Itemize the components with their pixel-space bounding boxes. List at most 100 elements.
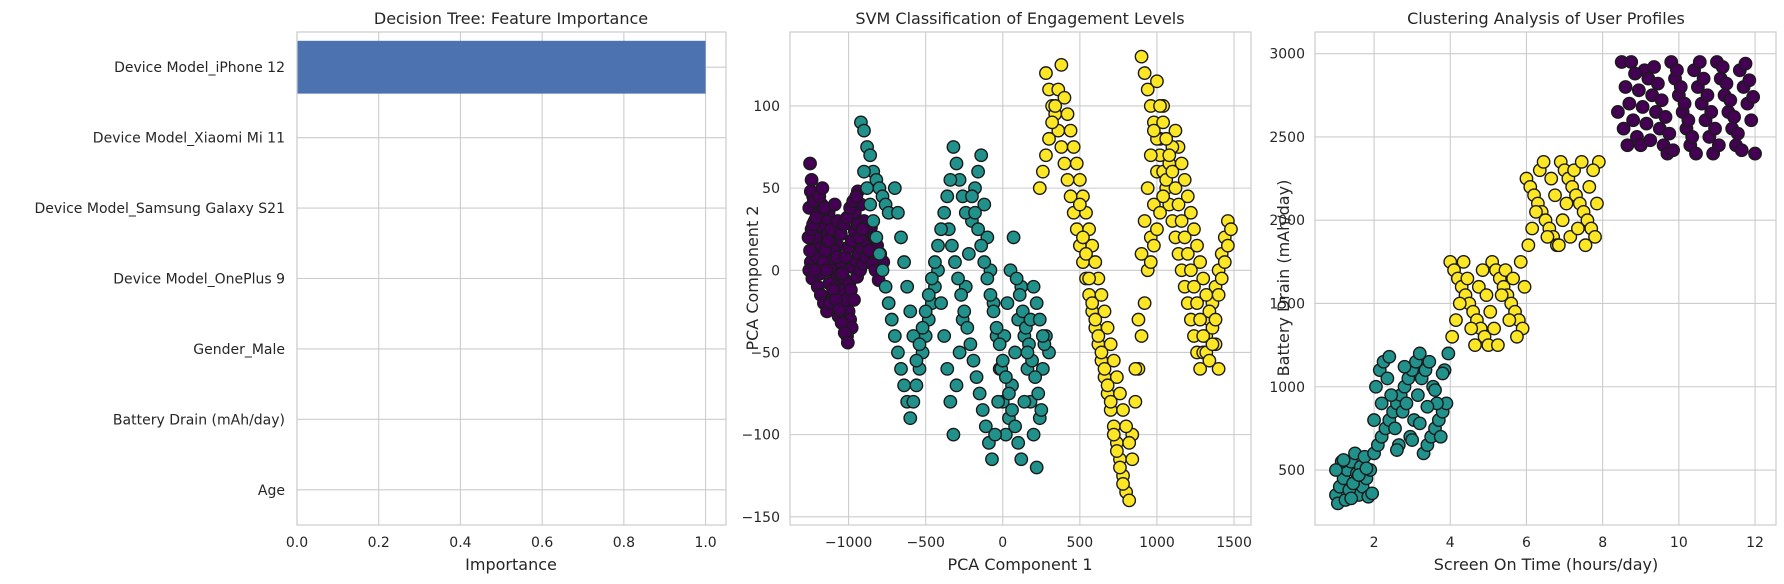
scatter-point bbox=[1329, 463, 1343, 477]
scatter-point bbox=[1174, 214, 1189, 228]
x-tick-labels: −1000 −500 0 500 1000 1500 bbox=[825, 535, 1252, 551]
scatter-point bbox=[1113, 460, 1127, 475]
scatter-point bbox=[1097, 304, 1112, 319]
scatter-point bbox=[1109, 370, 1124, 384]
scatter-point bbox=[1746, 90, 1761, 104]
scatter-point bbox=[1109, 444, 1124, 458]
scatter-point bbox=[1128, 361, 1143, 376]
scatter-point bbox=[1113, 386, 1127, 401]
scatter-point bbox=[900, 279, 915, 294]
scatter-point bbox=[847, 292, 861, 307]
bars bbox=[297, 40, 706, 94]
scatter-point bbox=[1106, 427, 1121, 442]
scatter-point bbox=[975, 403, 990, 417]
scatter-point bbox=[1588, 229, 1602, 244]
scatter-point bbox=[1704, 105, 1719, 119]
scatter-point bbox=[1433, 429, 1448, 444]
scatter-point bbox=[1412, 416, 1427, 431]
scatter-point bbox=[1544, 171, 1559, 186]
scatter-point bbox=[1220, 238, 1235, 253]
scatter-point bbox=[1094, 345, 1109, 360]
scatter-point bbox=[991, 394, 1006, 409]
scatter-point bbox=[1140, 181, 1155, 196]
scatter-point bbox=[1119, 419, 1134, 434]
scatter-point bbox=[1134, 49, 1149, 64]
scatter-point bbox=[1390, 443, 1404, 457]
x-tick-label: 0.6 bbox=[531, 535, 553, 551]
scatter-point bbox=[1731, 126, 1745, 141]
scatter-point bbox=[1063, 123, 1078, 138]
scatter-point bbox=[1517, 279, 1532, 294]
scatter-point bbox=[983, 288, 998, 302]
grid bbox=[1315, 32, 1776, 525]
scatter-point bbox=[937, 329, 952, 343]
scatter-point bbox=[1177, 230, 1192, 245]
x-axis-label: Screen On Time (hours/day) bbox=[1434, 555, 1658, 574]
scatter-point bbox=[1035, 329, 1050, 343]
scatter-point bbox=[1057, 90, 1072, 105]
category-label: Battery Drain (mAh/day) bbox=[113, 412, 285, 428]
scatter-point bbox=[1162, 148, 1177, 163]
scatter-point bbox=[1502, 313, 1517, 328]
scatter-point bbox=[985, 452, 999, 467]
scatter-point bbox=[891, 205, 905, 220]
y-tick-label: 3000 bbox=[1269, 47, 1305, 63]
scatter-point bbox=[1072, 172, 1087, 187]
scatter-point bbox=[803, 243, 817, 258]
scatter-point bbox=[1490, 338, 1505, 353]
scatter-point bbox=[921, 288, 936, 302]
scatter-point bbox=[934, 222, 948, 237]
x-tick-label: 0.8 bbox=[613, 535, 635, 551]
scatter-point bbox=[1685, 130, 1700, 144]
scatter-point bbox=[1054, 140, 1069, 154]
scatter-point bbox=[1196, 271, 1211, 286]
grid bbox=[296, 32, 726, 525]
scatter-point bbox=[1171, 197, 1186, 212]
y-tick-labels: −150 −100 −50 0 50 100 bbox=[742, 99, 780, 526]
x-tick-label: 2 bbox=[1370, 535, 1379, 551]
scatter-point bbox=[1536, 155, 1551, 169]
scatter-point bbox=[988, 427, 1002, 442]
svm-classification-chart: −1000 −500 0 500 1000 1500 −150−100−50050100 … bbox=[742, 9, 1252, 574]
scatter-point bbox=[931, 238, 945, 253]
scatter-point bbox=[869, 230, 884, 245]
scatter-point bbox=[863, 148, 878, 163]
scatter-point bbox=[1008, 419, 1023, 434]
scatter-point bbox=[1017, 394, 1032, 409]
scatter-point bbox=[1217, 255, 1232, 269]
scatter-point bbox=[1034, 403, 1049, 417]
scatter-point bbox=[1643, 133, 1658, 148]
scatter-point bbox=[1567, 163, 1581, 178]
scatter-point bbox=[1091, 329, 1106, 343]
bar bbox=[297, 40, 706, 94]
scatter-point bbox=[1336, 453, 1351, 467]
x-tick-label: 500 bbox=[1066, 535, 1093, 551]
scatter-point bbox=[1574, 155, 1589, 169]
x-tick-label: 8 bbox=[1598, 535, 1607, 551]
x-tick-label: 1500 bbox=[1216, 535, 1252, 551]
scatter-point bbox=[1435, 366, 1450, 381]
scatter-point bbox=[891, 345, 905, 360]
scatter-point bbox=[1165, 164, 1180, 179]
plot-frame bbox=[789, 31, 1252, 526]
scatter-point bbox=[1134, 246, 1149, 261]
scatter-point bbox=[887, 329, 902, 343]
scatter-point bbox=[1106, 353, 1121, 368]
scatter-point bbox=[1100, 378, 1115, 393]
scatter-point bbox=[977, 255, 992, 269]
scatter-point bbox=[1748, 146, 1762, 161]
x-tick-label: 12 bbox=[1746, 535, 1764, 551]
scatter-point bbox=[1456, 254, 1471, 269]
scatter-point bbox=[1193, 255, 1208, 269]
scatter-point bbox=[860, 181, 874, 196]
scatter-point bbox=[857, 164, 871, 179]
scatter-point bbox=[1673, 80, 1688, 94]
y-tick-label: 2500 bbox=[1269, 130, 1305, 146]
scatter-point bbox=[1367, 413, 1381, 427]
scatter-point bbox=[1032, 181, 1047, 196]
scatter-point bbox=[1590, 196, 1604, 211]
scatter-point bbox=[1487, 321, 1501, 336]
scatter-point bbox=[897, 255, 911, 269]
y-tick-labels: Device Model_iPhone 12 Device Model_Xiaom… bbox=[35, 60, 285, 499]
scatter-point bbox=[1000, 296, 1015, 311]
